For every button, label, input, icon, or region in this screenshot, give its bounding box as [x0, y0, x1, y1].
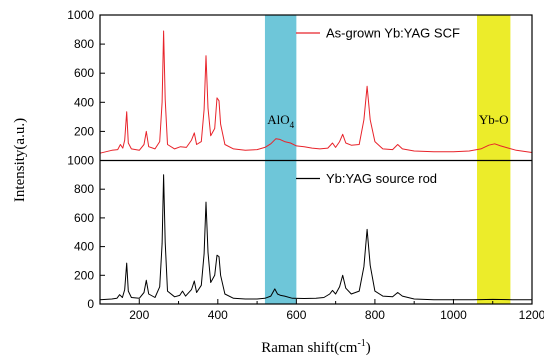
- series-bottom-0: [99, 174, 532, 301]
- plot-frame: [99, 14, 533, 305]
- xtick-label-3: 800: [365, 308, 385, 322]
- ytick-label-top-1: 200: [74, 124, 94, 138]
- axis-ticks: 1000 200 400 600 800 1000 0 200 400 600 800 200 400 6…: [67, 8, 544, 322]
- xtick-label-0: 200: [129, 308, 149, 322]
- x-axis-title-sup: -1: [357, 338, 365, 349]
- ytick-label-top-3: 600: [74, 66, 94, 80]
- legends: As-grown Yb:YAG SCF Yb:YAG source rod: [296, 26, 460, 186]
- band-1: [477, 15, 511, 304]
- y-axis-title: Intensity(a.u.): [12, 118, 28, 202]
- ytick-label-bottom-4: 800: [74, 182, 94, 196]
- ytick-label-top-0: 1000: [67, 154, 94, 168]
- ytick-label-top-5: 1000: [67, 8, 94, 22]
- xtick-label-2: 600: [286, 308, 306, 322]
- highlight-bands: [264, 15, 511, 304]
- x-axis-title: Raman shift(cm-1): [261, 338, 371, 356]
- xtick-label-5: 1200: [519, 308, 544, 322]
- band-label-sub-0: 4: [290, 120, 295, 130]
- legend-label-top: As-grown Yb:YAG SCF: [326, 26, 460, 41]
- ytick-label-bottom-2: 400: [74, 240, 94, 254]
- x-axis-title-end: ): [366, 340, 371, 356]
- band-label-1: Yb-O: [479, 112, 509, 127]
- band-0: [264, 15, 297, 304]
- x-axis-title-main: Raman shift(cm: [261, 340, 358, 356]
- series-top-0: [99, 30, 533, 154]
- ytick-label-bottom-1: 200: [74, 268, 94, 282]
- band-label-text-1: Yb-O: [479, 112, 509, 127]
- ytick-label-bottom-3: 600: [74, 211, 94, 225]
- ytick-label-top-2: 400: [74, 95, 94, 109]
- band-label-text-0: AlO: [267, 112, 289, 127]
- series-layer: [99, 30, 533, 301]
- legend-label-bottom: Yb:YAG source rod: [326, 171, 437, 186]
- band-label-0: AlO4: [267, 112, 294, 130]
- ytick-label-bottom-0: 0: [87, 297, 94, 311]
- band-annotations: AlO4 Yb-O: [267, 112, 508, 130]
- xtick-label-4: 1000: [440, 308, 467, 322]
- ytick-label-top-4: 800: [74, 37, 94, 51]
- xtick-label-1: 400: [208, 308, 228, 322]
